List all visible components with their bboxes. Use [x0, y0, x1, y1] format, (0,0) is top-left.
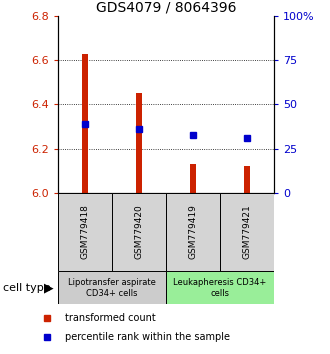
Bar [136, 93, 142, 193]
Bar [190, 164, 196, 193]
Text: transformed count: transformed count [65, 313, 156, 323]
Text: GSM779421: GSM779421 [242, 205, 251, 259]
Bar [58, 193, 112, 271]
Text: percentile rank within the sample: percentile rank within the sample [65, 332, 230, 342]
Bar [166, 193, 220, 271]
Bar [244, 166, 250, 193]
Text: ▶: ▶ [44, 281, 54, 294]
Text: GSM779419: GSM779419 [188, 204, 197, 259]
Bar [112, 193, 166, 271]
Text: Leukapheresis CD34+
cells: Leukapheresis CD34+ cells [173, 278, 267, 298]
Text: cell type: cell type [3, 282, 51, 293]
Bar [82, 53, 88, 193]
Bar [220, 193, 274, 271]
Title: GDS4079 / 8064396: GDS4079 / 8064396 [96, 1, 236, 15]
Text: GSM779418: GSM779418 [80, 204, 89, 259]
Text: GSM779420: GSM779420 [134, 205, 143, 259]
Bar [58, 271, 166, 304]
Text: Lipotransfer aspirate
CD34+ cells: Lipotransfer aspirate CD34+ cells [68, 278, 156, 298]
Bar [166, 271, 274, 304]
